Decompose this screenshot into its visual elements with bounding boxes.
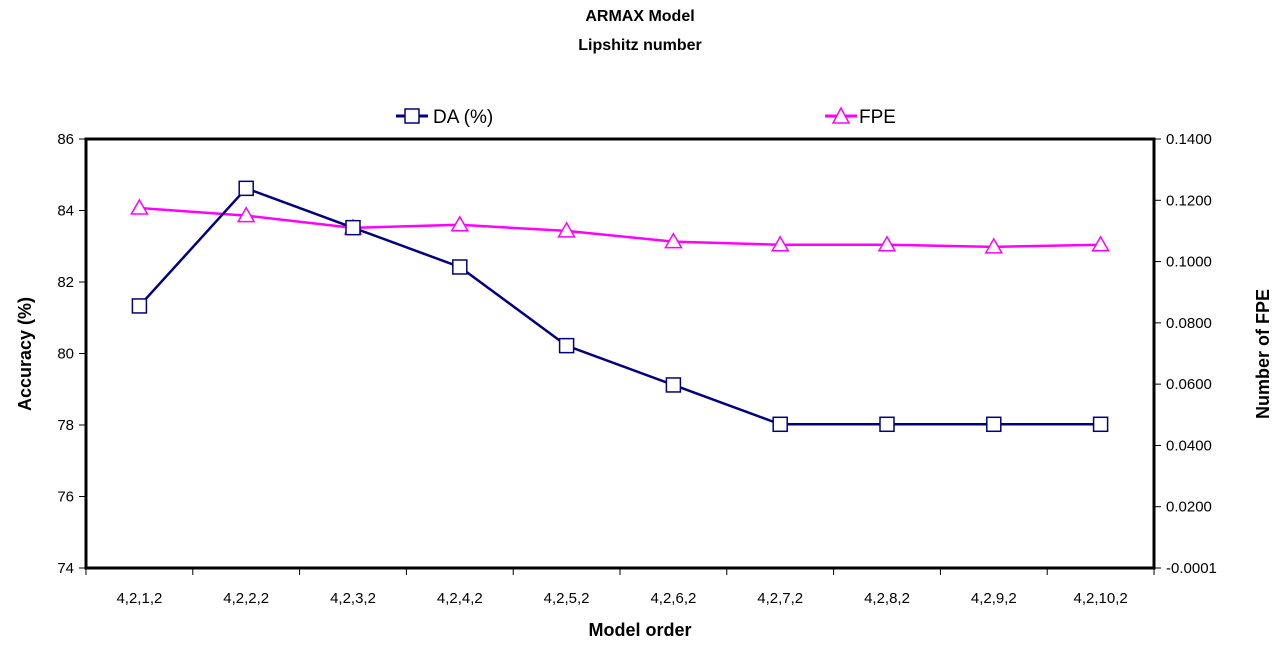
y-left-tick-label: 84 — [57, 203, 74, 220]
legend-fpe-marker — [831, 106, 851, 124]
x-tick-label: 4,2,10,2 — [1073, 590, 1127, 607]
y-left-tick-label: 80 — [57, 346, 74, 363]
x-tick-label: 4,2,9,2 — [971, 590, 1017, 607]
x-tick-label: 4,2,8,2 — [864, 590, 910, 607]
legend-item-da: DA (%) — [396, 107, 493, 128]
x-tick-label: 4,2,3,2 — [330, 590, 376, 607]
y-right-tick-label: 0.0400 — [1166, 437, 1212, 454]
y-right-tick-label: 0.1000 — [1166, 254, 1212, 271]
fpe-point — [130, 198, 149, 215]
y-left-tick-label: 74 — [57, 560, 74, 577]
fpe-point — [664, 232, 683, 249]
da-point — [345, 219, 361, 236]
da-point — [1092, 416, 1109, 433]
legend: DA (%) FPE — [396, 106, 896, 128]
y-axis-right-title: Number of FPE — [1253, 289, 1273, 419]
y-right-tick-label: 0.1200 — [1166, 192, 1212, 209]
fpe-point — [557, 221, 576, 238]
x-tick-label: 4,2,5,2 — [544, 590, 590, 607]
y-right-tick-label: -0.0001 — [1166, 560, 1217, 577]
y-left-tick-label: 82 — [57, 274, 74, 291]
legend-da-marker — [404, 108, 420, 124]
x-axis: 4,2,1,2 4,2,2,2 4,2,3,2 4,2,4,2 4,2,5,2 4,2,6… — [85, 568, 1155, 607]
chart-title-line-2: Lipshitz number — [578, 37, 702, 54]
fpe-point — [984, 237, 1004, 254]
y-left-tick-label: 76 — [57, 489, 74, 506]
y-left-tick-label: 78 — [57, 417, 74, 434]
x-tick-label: 4,2,7,2 — [757, 590, 803, 607]
da-point — [986, 416, 1002, 433]
legend-fpe-label: FPE — [859, 107, 896, 128]
y-left-tick-label: 86 — [57, 131, 74, 148]
da-point — [665, 377, 682, 393]
x-tick-label: 4,2,4,2 — [437, 590, 483, 607]
x-tick-label: 4,2,6,2 — [650, 590, 696, 607]
fpe-point — [236, 206, 256, 223]
series-line-fpe — [139, 206, 1101, 249]
y-axis-right: -0.0001 0.0200 0.0400 0.0600 0.0800 0.1000 0.1… — [1154, 131, 1217, 577]
fpe-point — [450, 215, 470, 232]
chart-title-line-1: ARMAX Model — [585, 8, 694, 25]
plot-area — [84, 137, 1156, 570]
fpe-point — [1091, 235, 1110, 252]
da-point — [238, 180, 254, 197]
da-point — [131, 298, 148, 314]
da-point — [879, 416, 895, 433]
da-point — [452, 259, 468, 275]
x-axis-title: Model order — [588, 620, 691, 640]
y-right-tick-label: 0.0600 — [1166, 376, 1212, 393]
series-layer — [130, 180, 1110, 433]
da-point — [772, 416, 788, 433]
legend-da-label: DA (%) — [433, 107, 493, 128]
fpe-point — [877, 235, 897, 252]
fpe-point — [770, 235, 790, 252]
y-axis-left-title: Accuracy (%) — [15, 297, 35, 411]
y-right-tick-label: 0.0800 — [1166, 315, 1212, 332]
y-axis-left: 74 76 78 80 82 84 86 — [57, 131, 86, 577]
x-tick-label: 4,2,2,2 — [223, 590, 269, 607]
da-point — [558, 337, 575, 354]
series-line-da — [138, 186, 1101, 426]
legend-item-fpe: FPE — [825, 106, 896, 128]
x-tick-label: 4,2,1,2 — [116, 590, 162, 607]
y-right-tick-label: 0.0200 — [1166, 499, 1212, 516]
y-right-tick-label: 0.1400 — [1166, 131, 1212, 148]
